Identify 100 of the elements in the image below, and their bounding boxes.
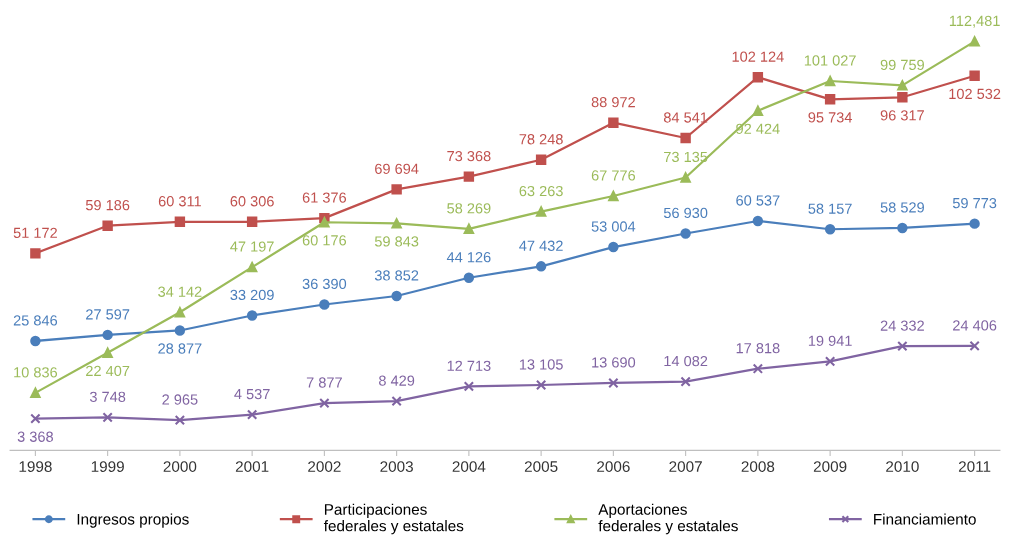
data-label: 58 529 <box>880 202 924 213</box>
point <box>102 220 113 231</box>
data-label: 36 390 <box>302 278 347 290</box>
data-label: 53 004 <box>591 221 636 232</box>
legend-label: Aportaciones federales y estatales <box>598 503 738 535</box>
x-tick-label: 1998 <box>19 461 52 472</box>
point <box>535 206 547 217</box>
legend-label: Financiamiento <box>874 513 976 525</box>
point <box>391 290 402 302</box>
point <box>391 184 402 195</box>
point <box>897 80 908 91</box>
x-tick-label: 2002 <box>308 461 341 472</box>
point <box>463 381 475 392</box>
data-label: 101 027 <box>804 55 856 66</box>
point <box>463 272 475 283</box>
data-label: 10 836 <box>14 367 58 378</box>
point <box>680 172 691 183</box>
x-tick-label: 2004 <box>452 461 486 472</box>
data-label: 17 818 <box>736 343 780 354</box>
point <box>824 356 836 367</box>
point <box>680 228 691 239</box>
data-label: 56 930 <box>663 207 708 219</box>
x-tick-label: 2008 <box>741 461 775 472</box>
x-tick-label: 2005 <box>524 461 558 472</box>
point <box>102 412 113 423</box>
legend-label: Participaciones federales y estatales <box>323 503 464 535</box>
point <box>535 261 547 272</box>
data-label: 3 748 <box>89 391 126 402</box>
point <box>752 363 764 374</box>
data-label: 4 537 <box>234 388 270 400</box>
data-label: 67 776 <box>591 170 636 181</box>
data-label: 88 972 <box>591 96 635 108</box>
data-label: 13 690 <box>592 357 636 368</box>
x-tick-label: 2007 <box>669 461 702 472</box>
data-label: 59 843 <box>374 236 419 247</box>
point <box>391 218 402 229</box>
data-label: 24 406 <box>953 320 997 331</box>
data-label: 34 142 <box>158 286 202 297</box>
data-label: 112,481 <box>949 15 1000 28</box>
data-label: 33 209 <box>230 289 274 301</box>
point <box>319 397 330 409</box>
data-label: 8 429 <box>379 375 415 386</box>
point <box>608 241 619 253</box>
point <box>608 190 619 202</box>
point <box>969 218 980 229</box>
point <box>391 395 402 407</box>
point <box>824 224 836 235</box>
point <box>897 340 908 352</box>
point <box>897 222 908 234</box>
point <box>246 409 258 420</box>
data-label: 47 432 <box>519 240 563 251</box>
data-label: 61 376 <box>302 192 347 203</box>
point <box>30 335 41 347</box>
point <box>246 261 258 273</box>
point <box>246 216 258 228</box>
legend-label: Ingresos propios <box>77 513 189 528</box>
data-label: 38 852 <box>374 270 419 281</box>
data-label: 60 306 <box>230 196 274 207</box>
point <box>608 377 619 389</box>
point <box>969 340 980 352</box>
point <box>246 310 258 321</box>
point <box>319 217 330 228</box>
data-label: 102 532 <box>949 88 1001 100</box>
point <box>824 94 836 105</box>
x-tick-label: 1999 <box>91 461 124 472</box>
data-label: 19 941 <box>808 335 852 346</box>
point <box>969 36 980 47</box>
data-label: 63 263 <box>519 185 563 197</box>
point <box>463 223 475 235</box>
x-tick-label: 2009 <box>813 461 847 472</box>
data-label: 60 311 <box>158 196 201 207</box>
x-tick-label: 2011 <box>958 461 991 472</box>
x-tick-label: 2000 <box>163 461 197 472</box>
point <box>102 329 113 341</box>
point <box>102 347 113 359</box>
point <box>535 379 547 391</box>
data-label: 44 126 <box>446 252 491 263</box>
point <box>463 171 475 182</box>
data-label: 60 176 <box>302 235 347 246</box>
data-label: 99 759 <box>880 59 924 71</box>
point <box>680 132 691 144</box>
x-tick-label: 2003 <box>380 461 413 472</box>
data-label: 58 269 <box>447 203 491 214</box>
data-label: 12 713 <box>447 360 491 371</box>
point <box>174 216 186 227</box>
data-label: 13 105 <box>519 359 563 370</box>
data-label: 96 317 <box>880 110 924 121</box>
point <box>319 299 330 310</box>
point <box>824 75 836 87</box>
data-label: 47 197 <box>230 241 274 252</box>
data-label: 2 965 <box>162 394 198 405</box>
point <box>174 325 186 336</box>
x-tick-label: 2006 <box>597 461 630 472</box>
data-label: 78 248 <box>519 134 563 145</box>
point <box>30 387 41 399</box>
data-label: 28 877 <box>158 343 202 354</box>
point <box>752 105 764 116</box>
data-label: 51 172 <box>13 227 57 239</box>
data-label: 102 124 <box>732 51 784 62</box>
x-tick-label: 2001 <box>235 461 269 472</box>
